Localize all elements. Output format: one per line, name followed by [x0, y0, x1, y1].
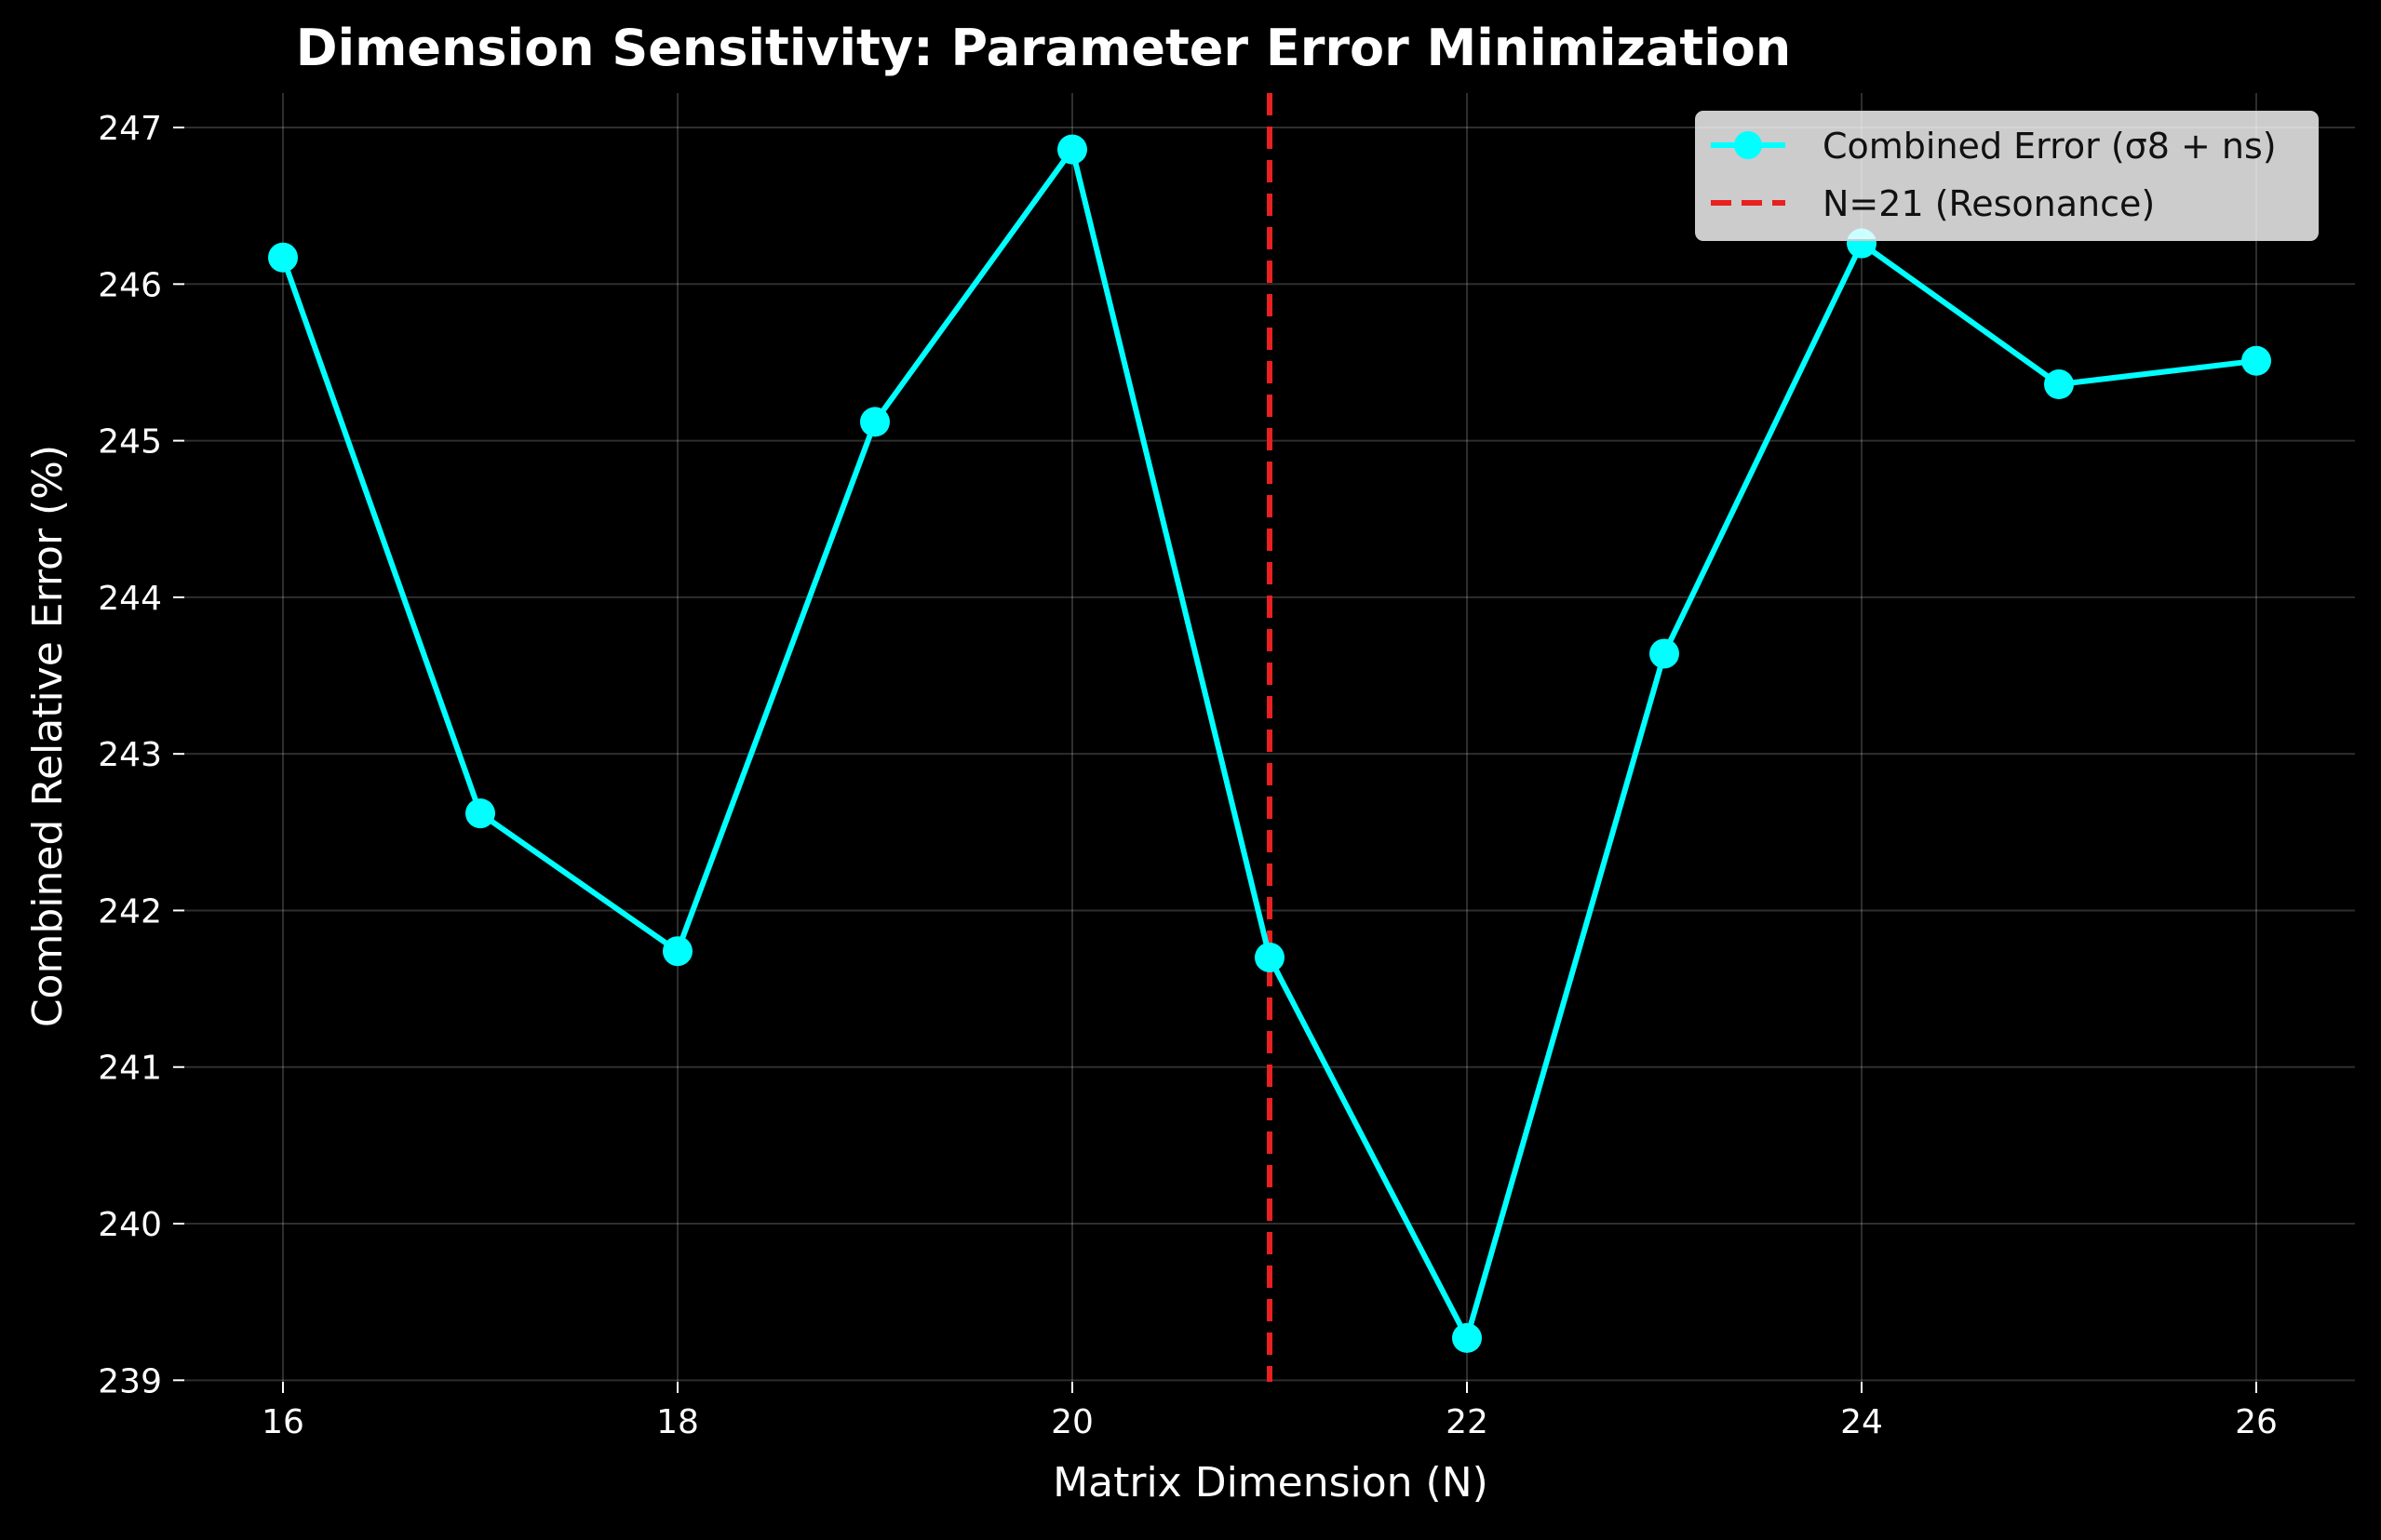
- data-point: [1255, 942, 1285, 972]
- x-tick-label: 16: [262, 1403, 304, 1441]
- legend: Combined Error (σ8 + ns) N=21 (Resonance…: [1695, 111, 2319, 241]
- y-tick-label: 247: [98, 110, 162, 148]
- x-tick-label: 20: [1051, 1403, 1094, 1441]
- data-point: [268, 242, 298, 273]
- data-point: [465, 798, 495, 829]
- y-tick-label: 240: [98, 1206, 162, 1244]
- y-tick-label: 244: [98, 580, 162, 618]
- y-axis-label: Combined Relative Error (%): [24, 445, 72, 1027]
- series-layer: [268, 134, 2271, 1353]
- data-point: [1649, 638, 1679, 669]
- legend-box: [1695, 111, 2319, 241]
- data-point: [2044, 369, 2074, 400]
- data-point: [2241, 345, 2271, 376]
- y-tick-label: 241: [98, 1050, 162, 1088]
- x-tick-label: 18: [656, 1403, 699, 1441]
- x-tick-label: 24: [1840, 1403, 1883, 1441]
- data-point: [1452, 1322, 1482, 1353]
- y-tick-label: 239: [98, 1362, 162, 1400]
- y-tick-label: 243: [98, 736, 162, 774]
- data-point: [663, 936, 693, 967]
- y-tick-label: 242: [98, 892, 162, 931]
- y-tick-label: 245: [98, 423, 162, 462]
- chart-title: Dimension Sensitivity: Parameter Error M…: [296, 19, 1792, 77]
- legend-reference-label: N=21 (Resonance): [1823, 183, 2155, 224]
- x-tick-label: 22: [1446, 1403, 1488, 1441]
- data-point: [1057, 134, 1087, 165]
- y-tick-label: 246: [98, 266, 162, 304]
- axes: 16 18 20 22 24 26 239 240 241 242 243 244 245 246 247: [98, 110, 2278, 1441]
- x-tick-label: 26: [2235, 1403, 2278, 1441]
- x-axis-label: Matrix Dimension (N): [1053, 1459, 1488, 1507]
- data-point: [860, 407, 890, 437]
- legend-series-marker: [1734, 131, 1762, 159]
- legend-series-label: Combined Error (σ8 + ns): [1823, 126, 2277, 167]
